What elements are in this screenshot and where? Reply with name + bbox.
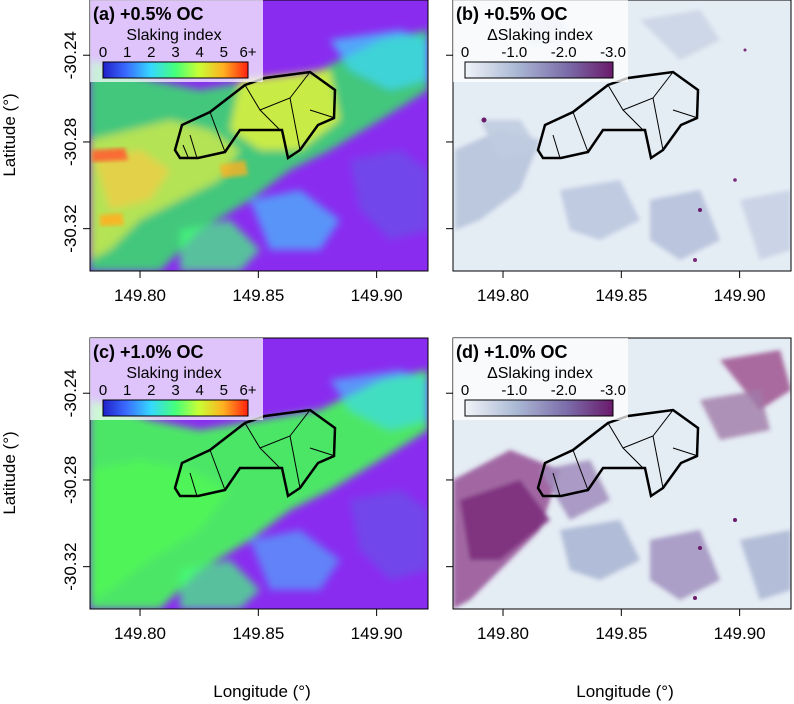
x-tick-label: 149.80 <box>114 286 166 305</box>
y-axis-label-top: Latitude (°) <box>0 93 19 176</box>
legend-title-d: ΔSlaking index <box>487 365 593 382</box>
legend-tick-label: -1.0 <box>501 44 527 61</box>
legend-tick-label: 3 <box>171 382 179 399</box>
panel-title-b: (b) +0.5% OC <box>456 4 568 24</box>
legend-tick-label: 0 <box>99 44 107 61</box>
y-tick-label: -30.24 <box>61 31 80 79</box>
legend-title-a: Slaking index <box>126 27 221 44</box>
y-tick-label: -30.28 <box>61 456 80 504</box>
x-tick-label: 149.85 <box>595 286 647 305</box>
y-tick-label: -30.28 <box>61 118 80 166</box>
x-tick-label: 149.80 <box>477 624 529 643</box>
legend-title-c: Slaking index <box>126 365 221 382</box>
colorbar-a <box>103 62 248 78</box>
legend-tick-label: -2.0 <box>551 382 577 399</box>
legend-tick-label: 3 <box>171 44 179 61</box>
y-tick-label: -30.32 <box>61 543 80 591</box>
legend-tick-label: 6+ <box>239 44 256 61</box>
x-tick-label: 149.85 <box>232 286 284 305</box>
panel-d: (d) +1.0% OC ΔSlaking index 0 -1.0 -2.0 -3.… <box>453 338 791 609</box>
legend-tick-label: -1.0 <box>501 382 527 399</box>
x-axis-label-left: Longitude (°) <box>213 682 311 701</box>
x-tick-label: 149.80 <box>114 624 166 643</box>
x-tick-label: 149.90 <box>351 286 403 305</box>
panel-a: (a) +0.5% OC Slaking index 0 1 2 3 4 5 6+ <box>90 0 428 271</box>
legend-tick-label: 6+ <box>239 382 256 399</box>
y-tick-label: -30.24 <box>61 369 80 417</box>
x-axis-label-right: Longitude (°) <box>576 682 674 701</box>
legend-tick-label: -3.0 <box>600 44 626 61</box>
x-tick-label: 149.85 <box>232 624 284 643</box>
legend-tick-label: 2 <box>147 382 155 399</box>
x-tick-label: 149.85 <box>595 624 647 643</box>
legend-tick-label: 5 <box>220 382 228 399</box>
legend-tick-label: 4 <box>195 382 203 399</box>
legend-tick-label: 5 <box>220 44 228 61</box>
legend-tick-label: -3.0 <box>600 382 626 399</box>
colorbar-c <box>103 400 248 416</box>
legend-tick-label: 0 <box>99 382 107 399</box>
legend-tick-label: 0 <box>461 44 469 61</box>
legend-tick-label: 2 <box>147 44 155 61</box>
panel-title-a: (a) +0.5% OC <box>93 4 204 24</box>
x-tick-label: 149.90 <box>714 286 766 305</box>
x-tick-label: 149.90 <box>351 624 403 643</box>
panel-c: (c) +1.0% OC Slaking index 0 1 2 3 4 5 6+ <box>90 338 428 609</box>
legend-tick-label: 1 <box>123 44 131 61</box>
y-tick-label: -30.32 <box>61 205 80 253</box>
y-axis-label-bottom: Latitude (°) <box>0 431 19 514</box>
panel-title-c: (c) +1.0% OC <box>93 342 204 362</box>
legend-tick-label: 4 <box>195 44 203 61</box>
x-tick-label: 149.80 <box>477 286 529 305</box>
colorbar-d <box>465 400 613 416</box>
panel-b: (b) +0.5% OC ΔSlaking index 0 -1.0 -2.0 -3.… <box>453 0 791 271</box>
legend-tick-label: -2.0 <box>551 44 577 61</box>
legend-tick-label: 1 <box>123 382 131 399</box>
legend-tick-label: 0 <box>461 382 469 399</box>
panel-title-d: (d) +1.0% OC <box>456 342 568 362</box>
legend-title-b: ΔSlaking index <box>487 27 593 44</box>
colorbar-b <box>465 62 613 78</box>
x-tick-label: 149.90 <box>714 624 766 643</box>
